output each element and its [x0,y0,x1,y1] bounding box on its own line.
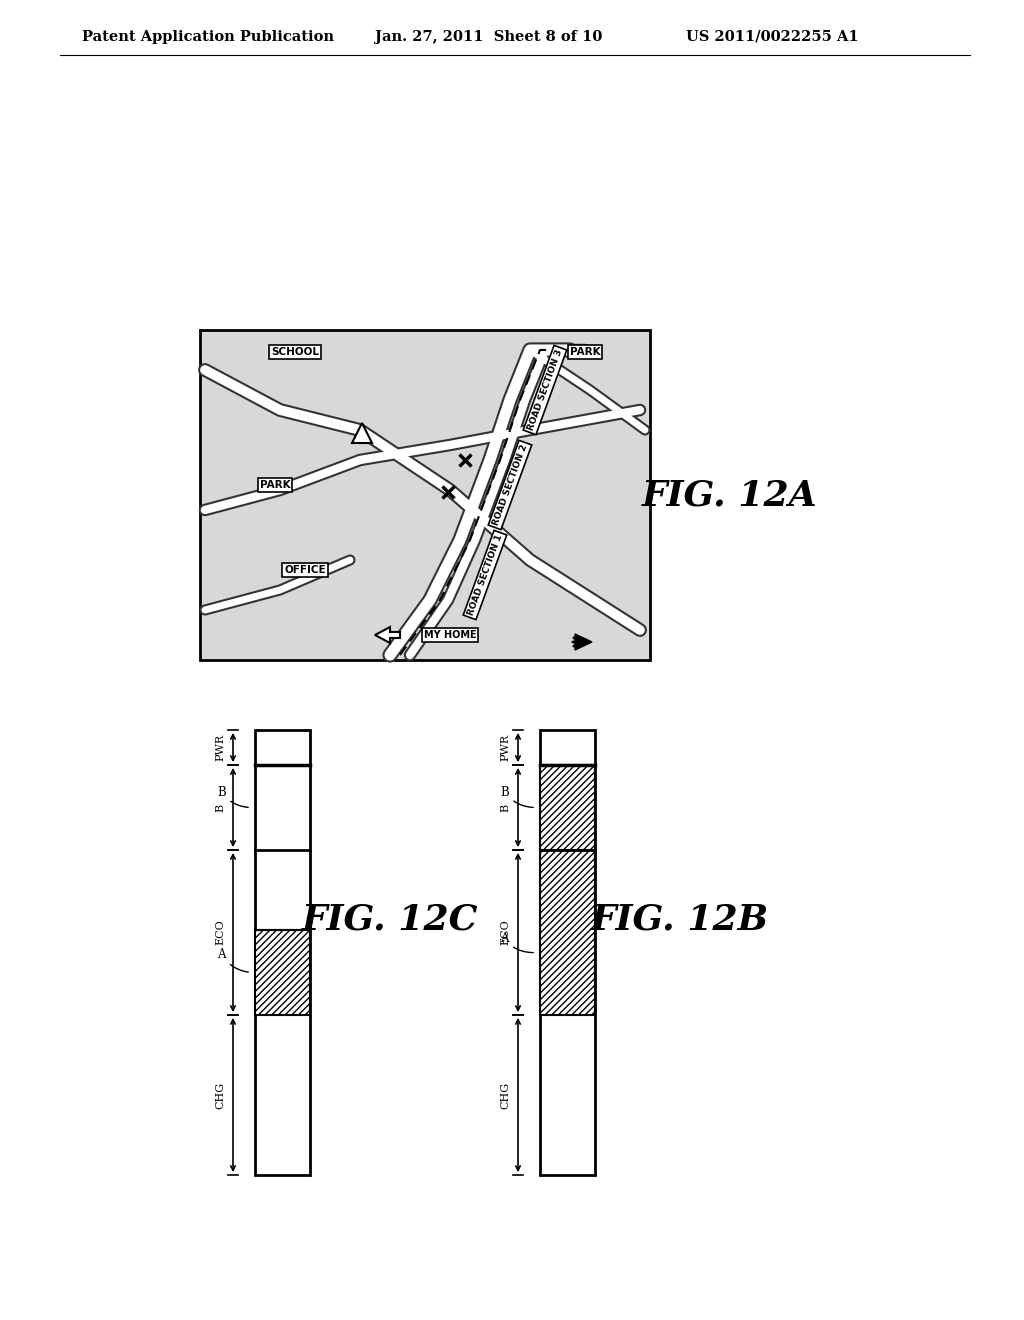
Text: CHG: CHG [215,1081,225,1109]
Text: B: B [500,804,510,812]
Text: Jan. 27, 2011  Sheet 8 of 10: Jan. 27, 2011 Sheet 8 of 10 [375,30,602,44]
Text: PWR: PWR [500,734,510,762]
Polygon shape [375,627,400,643]
Text: A: A [217,948,248,972]
Text: FIG. 12A: FIG. 12A [642,478,818,512]
Text: CHG: CHG [500,1081,510,1109]
Bar [540,730,595,1175]
Text: MY HOME: MY HOME [424,630,476,640]
Bar [540,766,595,850]
Text: PARK: PARK [260,480,291,490]
Bar [255,931,310,1015]
Text: FIG. 12B: FIG. 12B [591,903,769,937]
Bar [540,850,595,1015]
Bar [200,330,650,660]
Text: A: A [500,932,534,953]
Text: PARK: PARK [569,347,600,356]
Text: ROAD SECTION 1: ROAD SECTION 1 [466,533,504,616]
Text: Patent Application Publication: Patent Application Publication [82,30,334,44]
Polygon shape [575,634,592,649]
Text: PWR: PWR [215,734,225,762]
Text: OFFICE: OFFICE [285,565,326,576]
Text: B: B [215,804,225,812]
Text: FIG. 12C: FIG. 12C [302,903,478,937]
Text: ECO: ECO [215,920,225,945]
Text: ROAD SECTION 3: ROAD SECTION 3 [526,348,564,432]
Polygon shape [352,422,372,444]
Text: US 2011/0022255 A1: US 2011/0022255 A1 [686,30,859,44]
Text: B: B [217,785,248,808]
Text: SCHOOL: SCHOOL [271,347,319,356]
Text: B: B [500,785,534,808]
Text: ECO: ECO [500,920,510,945]
Text: ROAD SECTION 2: ROAD SECTION 2 [492,444,528,527]
Bar [255,730,310,1175]
